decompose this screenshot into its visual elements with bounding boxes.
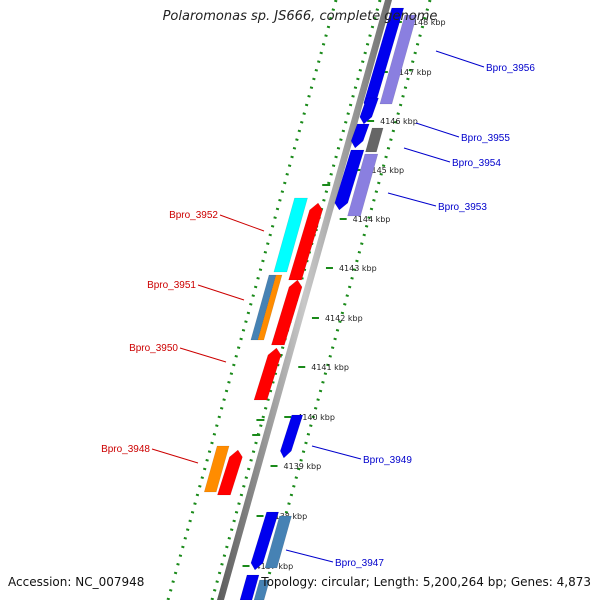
forward-gene-block [288, 202, 323, 281]
gene-leader-line [403, 147, 451, 163]
reverse-feature-block [253, 579, 270, 600]
scale-tick-label: 4140 kbp [297, 413, 335, 422]
reverse-gene-block [250, 511, 279, 571]
gene-leader-line [197, 284, 245, 301]
gene-label-bpro_3949[interactable]: Bpro_3949 [363, 455, 412, 466]
genome-summary: Topology: circular; Length: 5,200,264 bp… [261, 575, 591, 589]
backbone-ring [217, 0, 392, 600]
gene-label-bpro_3947[interactable]: Bpro_3947 [335, 558, 384, 569]
accession-value: NC_007948 [75, 575, 145, 589]
forward-gene-block [271, 279, 303, 346]
gene-leader-line [151, 448, 199, 464]
length-label: Length: [373, 575, 420, 589]
reverse-gene-block [239, 574, 260, 600]
feature-tracks [203, 7, 418, 600]
reverse-feature-block [365, 127, 384, 153]
genes-value: 4,873 [556, 575, 591, 589]
forward-feature-block [273, 197, 308, 273]
scale-tick-label: 4146 kbp [380, 117, 418, 126]
gc-track-outer [166, 0, 338, 600]
backbone-band [217, 0, 392, 600]
gene-leader-line [435, 50, 485, 68]
gene-label-bpro_3951[interactable]: Bpro_3951 [147, 280, 196, 291]
forward-feature-block [203, 445, 230, 493]
reverse-gene-block [280, 414, 304, 459]
accession-info: Accession: NC_007948 [8, 575, 144, 589]
gene-label-bpro_3956[interactable]: Bpro_3956 [486, 63, 535, 74]
forward-gene-block [217, 449, 243, 496]
topology-label: Topology: [261, 575, 318, 589]
map-title: Polaromonas sp. JS666, complete genome [162, 9, 438, 24]
accession-label: Accession: [8, 575, 72, 589]
reverse-feature-block [347, 153, 379, 217]
scale-tick-label: 4141 kbp [311, 363, 349, 372]
gene-label-bpro_3953[interactable]: Bpro_3953 [438, 202, 487, 213]
gene-leader-line [387, 192, 437, 207]
topology-value: circular [321, 575, 366, 589]
reverse-gene-block [359, 97, 379, 125]
reverse-feature-block [264, 515, 292, 569]
scale-tick-label: 4142 kbp [325, 314, 363, 323]
gene-leader-line [219, 214, 265, 232]
scale-tick-label: 4145 kbp [366, 166, 404, 175]
gene-label-bpro_3952[interactable]: Bpro_3952 [169, 210, 218, 221]
gene-label-bpro_3948[interactable]: Bpro_3948 [101, 444, 150, 455]
gene-leader-line [285, 549, 334, 563]
reverse-gene-block [350, 123, 370, 149]
forward-gene-block [253, 347, 282, 401]
reverse-feature-block [379, 14, 418, 105]
gene-leader-line [415, 122, 460, 138]
gene-leader-line [179, 347, 227, 363]
scale-tick-label: 4143 kbp [339, 264, 377, 273]
scale-tick-label: 4139 kbp [284, 462, 322, 471]
gene-leader-line [311, 445, 362, 460]
length-value: 5,200,264 bp [422, 575, 503, 589]
genes-label: Genes: [510, 575, 553, 589]
gene-label-bpro_3955[interactable]: Bpro_3955 [461, 133, 510, 144]
forward-feature-block [257, 274, 283, 341]
scale-tick-label: 4147 kbp [394, 68, 432, 77]
scale-tick-label: 4148 kbp [408, 18, 446, 27]
gene-label-layer: Bpro_3956 Bpro_3955 Bpro_3954 Bpro_3953 Bpro… [101, 50, 535, 569]
scale-tick-label: 4144 kbp [353, 215, 391, 224]
gene-label-bpro_3950[interactable]: Bpro_3950 [129, 343, 178, 354]
reverse-gene-block [334, 149, 365, 211]
gene-label-bpro_3954[interactable]: Bpro_3954 [452, 158, 501, 169]
